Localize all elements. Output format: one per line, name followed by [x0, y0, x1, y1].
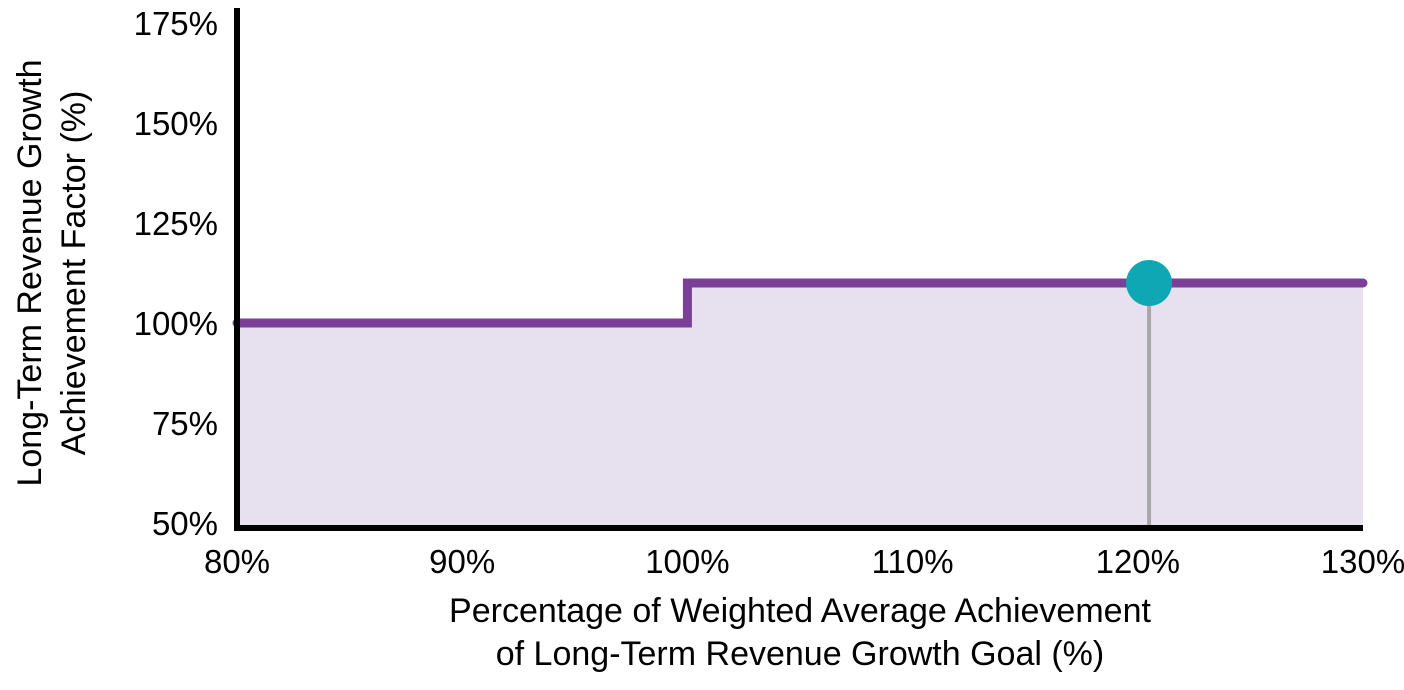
- y-axis-title-line2: Achievement Factor (%): [55, 90, 93, 456]
- x-tick-label: 130%: [1321, 543, 1404, 580]
- x-tick-label: 120%: [1096, 543, 1180, 580]
- x-tick-label: 100%: [645, 543, 729, 580]
- y-tick-label: 50%: [152, 505, 218, 542]
- x-tick-label: 80%: [204, 543, 270, 580]
- x-axis-title-line1: Percentage of Weighted Average Achieveme…: [449, 592, 1151, 630]
- y-tick-label: 175%: [134, 5, 218, 42]
- y-axis-title-line1: Long-Term Revenue Growth: [11, 59, 49, 487]
- x-axis-title-line2: of Long-Term Revenue Growth Goal (%): [495, 635, 1105, 673]
- y-tick-label: 125%: [134, 205, 218, 242]
- area-fill: [237, 283, 1363, 526]
- x-tick-label: 110%: [872, 543, 954, 580]
- data-point-marker: [1126, 260, 1173, 306]
- y-tick-label: 150%: [134, 105, 218, 142]
- x-axis-title: Percentage of Weighted Average Achieveme…: [237, 590, 1363, 676]
- x-tick-label: 90%: [429, 543, 495, 580]
- step-line: [232, 278, 1368, 328]
- y-tick-label: 100%: [134, 305, 218, 342]
- y-axis-title: Long-Term Revenue Growth Achievement Fac…: [8, 59, 96, 486]
- y-tick-label: 75%: [152, 405, 218, 442]
